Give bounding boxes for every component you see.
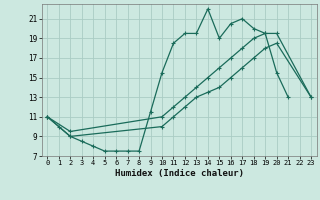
X-axis label: Humidex (Indice chaleur): Humidex (Indice chaleur) [115,169,244,178]
